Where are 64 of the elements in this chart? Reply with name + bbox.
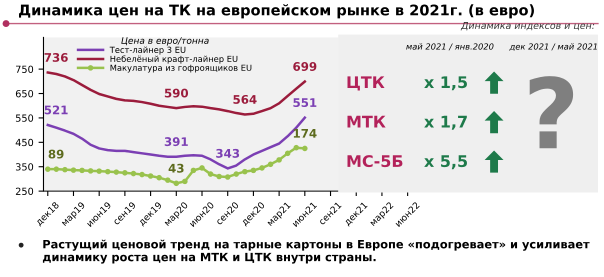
- point: [156, 174, 162, 180]
- data-label: 343: [216, 148, 240, 158]
- data-label: 521: [44, 105, 68, 114]
- point: [190, 168, 196, 174]
- point: [174, 180, 180, 186]
- point: [224, 174, 230, 180]
- data-label: 564: [233, 94, 257, 104]
- data-label: 551: [293, 98, 316, 108]
- point: [302, 146, 308, 152]
- y-tick-label: 450: [16, 138, 34, 146]
- data-label: 391: [164, 137, 188, 146]
- point: [130, 170, 136, 176]
- y-tick-label: 550: [16, 114, 34, 122]
- legend-label: Тест-лайнер 3 EU: [110, 46, 186, 55]
- annotation: ЦТК: [348, 76, 385, 90]
- point: [54, 166, 60, 172]
- text: Растущий ценовой тренд на тарные картоны в Европе «подогревает» и усиливает динамику роста цен на МТК и ЦТК внутри страны.: [42, 240, 590, 264]
- point: [114, 169, 120, 175]
- point: [88, 168, 94, 174]
- text: х 1,5: [424, 76, 467, 90]
- point: [122, 170, 128, 176]
- point: [96, 168, 102, 174]
- point: [62, 166, 68, 172]
- text: х 1,7: [424, 116, 467, 130]
- point: [250, 168, 256, 174]
- point: [164, 177, 171, 183]
- point: [259, 165, 265, 171]
- data-label: 736: [44, 52, 68, 62]
- point: [70, 167, 76, 173]
- text: дек 2021 / май 2021: [509, 43, 597, 51]
- data-label: 590: [164, 88, 188, 98]
- annotation: май 2021 / янв.2020: [406, 43, 494, 50]
- point: [104, 168, 111, 174]
- point: [234, 171, 240, 177]
- annotation: 89: [48, 150, 64, 159]
- annotation: МС-5Б: [348, 155, 402, 168]
- y-tick-label: 250: [16, 188, 34, 195]
- point: [293, 144, 300, 150]
- y-tick-label: 350: [16, 163, 34, 171]
- legend-title: Цена в евро/тонна: [121, 37, 209, 46]
- point: [199, 165, 205, 171]
- annotation: 43: [168, 164, 184, 173]
- point: [148, 173, 154, 179]
- point: [139, 172, 145, 178]
- data-label: 699: [293, 62, 316, 71]
- point: [284, 150, 290, 156]
- text: х 5,5: [424, 155, 467, 170]
- y-tick-label: 750: [16, 66, 34, 73]
- legend-label: Небелёный крафт-лайнер EU: [110, 55, 238, 64]
- text: Динамика индексов и цен:: [460, 22, 594, 30]
- point: [216, 174, 222, 180]
- point: [242, 168, 248, 174]
- point: [276, 157, 282, 163]
- point: [79, 168, 85, 174]
- text: ?: [530, 76, 574, 148]
- legend-label: Макулатура из гофроящиков EU: [110, 64, 252, 73]
- point: [268, 162, 274, 168]
- point: [44, 166, 51, 172]
- point: [208, 171, 214, 177]
- y-tick-label: 650: [16, 90, 34, 98]
- chart-title: Динамика цен на ТК на европейском рынке в 2021г. (в евро): [18, 4, 534, 18]
- annotation: 174: [294, 129, 317, 138]
- point: [182, 178, 188, 184]
- annotation: МТК: [348, 116, 386, 128]
